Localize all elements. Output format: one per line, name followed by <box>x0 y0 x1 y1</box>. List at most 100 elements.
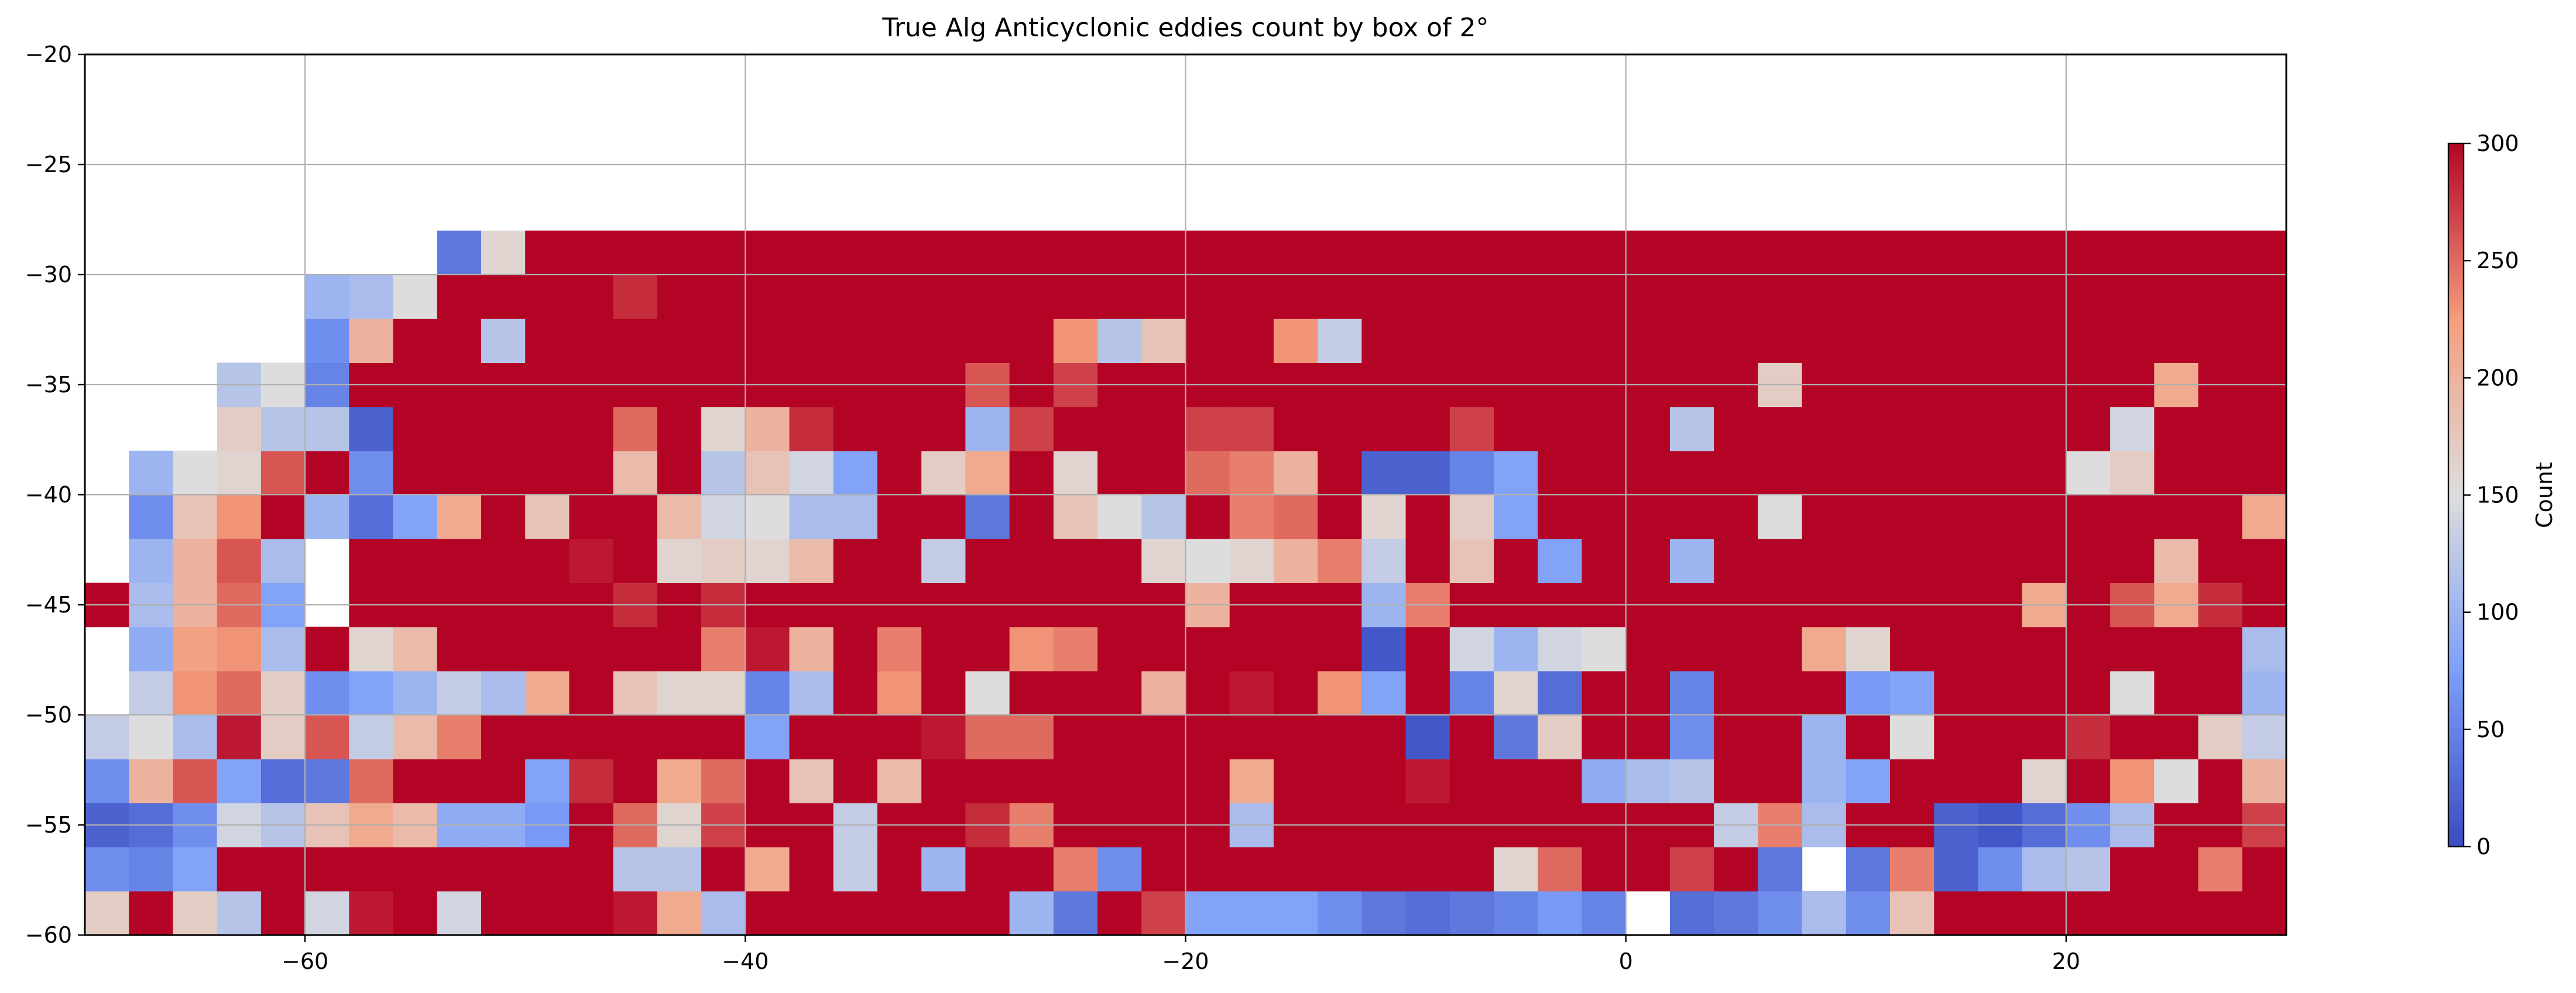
heatmap-cell <box>2110 847 2155 892</box>
heatmap-cell <box>1097 495 1142 539</box>
heatmap-cell <box>1494 670 1538 715</box>
heatmap-cell <box>833 406 878 451</box>
heatmap-cell <box>305 406 349 451</box>
heatmap-cell <box>1714 275 1758 319</box>
heatmap-cell <box>789 495 834 539</box>
heatmap-cell <box>173 847 218 892</box>
heatmap-cell <box>569 275 614 319</box>
heatmap-cell <box>1846 406 1891 451</box>
heatmap-cell <box>525 319 570 363</box>
heatmap-cell <box>1934 626 1979 672</box>
heatmap-cell <box>1625 230 1671 275</box>
heatmap-cell <box>437 891 482 936</box>
heatmap-cell <box>921 847 966 892</box>
heatmap-cell <box>437 626 482 672</box>
heatmap-cell <box>1449 626 1494 672</box>
heatmap-cell <box>1669 715 1714 759</box>
heatmap-cell <box>921 715 966 759</box>
heatmap-cell <box>1097 319 1142 363</box>
heatmap-cell <box>1097 891 1142 936</box>
heatmap-cell <box>657 319 702 363</box>
heatmap-cell <box>1141 275 1186 319</box>
heatmap-cell <box>921 891 966 936</box>
heatmap-cell <box>1890 450 1934 495</box>
heatmap-cell <box>260 450 306 495</box>
heatmap-cell <box>745 891 790 936</box>
heatmap-cell <box>701 230 746 275</box>
heatmap-cell <box>1009 626 1054 672</box>
heatmap-cell <box>1141 715 1186 759</box>
heatmap-cell <box>1361 626 1407 672</box>
heatmap-cell <box>2066 847 2111 892</box>
heatmap-cell <box>965 275 1010 319</box>
heatmap-cell <box>921 670 966 715</box>
heatmap-cell <box>877 759 922 803</box>
heatmap-cell <box>349 450 394 495</box>
heatmap-cell <box>1802 230 1847 275</box>
heatmap-cell <box>613 626 658 672</box>
heatmap-cell <box>613 539 658 583</box>
heatmap-cell <box>1978 715 2023 759</box>
heatmap-cell <box>1890 230 1934 275</box>
heatmap-cell <box>217 406 262 451</box>
heatmap-cell <box>657 275 702 319</box>
heatmap-cell <box>2242 670 2287 715</box>
heatmap-cell <box>2110 759 2155 803</box>
heatmap-cell <box>569 759 614 803</box>
heatmap-cell <box>1141 319 1186 363</box>
heatmap-cell <box>1669 275 1714 319</box>
heatmap-cell <box>701 715 746 759</box>
heatmap-cell <box>1802 275 1847 319</box>
heatmap-cell <box>1318 275 1362 319</box>
heatmap-cell <box>1361 406 1407 451</box>
heatmap-cell <box>217 891 262 936</box>
heatmap-cell <box>701 495 746 539</box>
heatmap-cell <box>1846 230 1891 275</box>
heatmap-cell <box>1978 891 2023 936</box>
heatmap-cell <box>789 891 834 936</box>
heatmap-cell <box>2242 715 2287 759</box>
heatmap-cell <box>701 847 746 892</box>
heatmap-cell <box>1185 319 1230 363</box>
heatmap-cell <box>1318 891 1362 936</box>
heatmap-cell <box>1714 495 1758 539</box>
heatmap-cell <box>1185 275 1230 319</box>
heatmap-cell <box>2198 670 2243 715</box>
heatmap-cell <box>2154 891 2199 936</box>
heatmap-cell <box>1361 847 1407 892</box>
heatmap-cell <box>1097 406 1142 451</box>
heatmap-cell <box>1405 626 1450 672</box>
heatmap-cell <box>1009 847 1054 892</box>
heatmap-cell <box>569 891 614 936</box>
heatmap-cell <box>1669 670 1714 715</box>
heatmap-cell <box>173 891 218 936</box>
heatmap-cell <box>613 275 658 319</box>
heatmap-cell <box>173 450 218 495</box>
heatmap-cell <box>1229 230 1274 275</box>
heatmap-cell <box>1802 319 1847 363</box>
heatmap-cell <box>965 847 1010 892</box>
heatmap-cell <box>1009 495 1054 539</box>
heatmap-cell <box>1494 539 1538 583</box>
heatmap-cell <box>613 670 658 715</box>
heatmap-cell <box>1846 715 1891 759</box>
heatmap-cell <box>437 847 482 892</box>
heatmap-cell <box>1758 891 1803 936</box>
heatmap-cell <box>1538 450 1583 495</box>
heatmap-cell <box>349 495 394 539</box>
heatmap-cell <box>1714 670 1758 715</box>
heatmap-cell <box>1185 759 1230 803</box>
heatmap-cell <box>1141 539 1186 583</box>
heatmap-cell <box>1097 670 1142 715</box>
heatmap-cell <box>833 450 878 495</box>
heatmap-cell <box>260 626 306 672</box>
heatmap-cell <box>1449 230 1494 275</box>
heatmap-cell <box>613 759 658 803</box>
heatmap-cell <box>1802 715 1847 759</box>
heatmap-cell <box>1053 230 1098 275</box>
heatmap-cell <box>569 450 614 495</box>
heatmap-cell <box>1141 891 1186 936</box>
heatmap-cell <box>481 450 526 495</box>
heatmap-cell <box>1890 891 1934 936</box>
heatmap-cell <box>1978 275 2023 319</box>
